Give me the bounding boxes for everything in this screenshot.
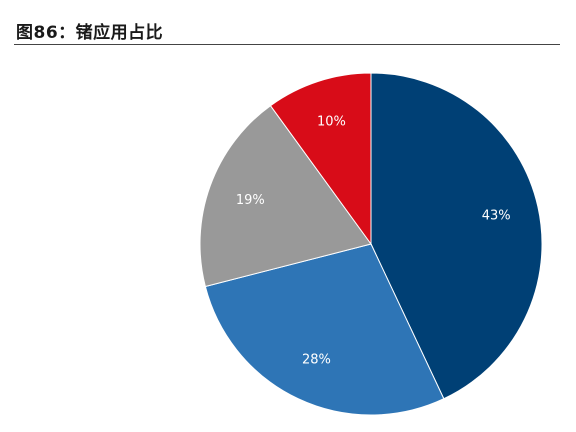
pie-slice-3: [199, 104, 372, 288]
pie-slice-4: [269, 72, 372, 246]
pie-slice-1: [370, 72, 543, 400]
pie-slice-label-3: 19%: [236, 193, 265, 208]
pie-labels: 43% 28% 19% 10%: [236, 115, 511, 368]
title-divider: [14, 44, 560, 45]
pie-slice-label-1: 43%: [482, 209, 511, 224]
pie-slice-label-2: 28%: [302, 353, 331, 368]
pie-slices: [199, 72, 543, 416]
pie-slice-2: [204, 243, 445, 416]
pie-slice-label-4: 10%: [317, 115, 346, 130]
figure-title: 图86：锗应用占比: [16, 23, 164, 43]
